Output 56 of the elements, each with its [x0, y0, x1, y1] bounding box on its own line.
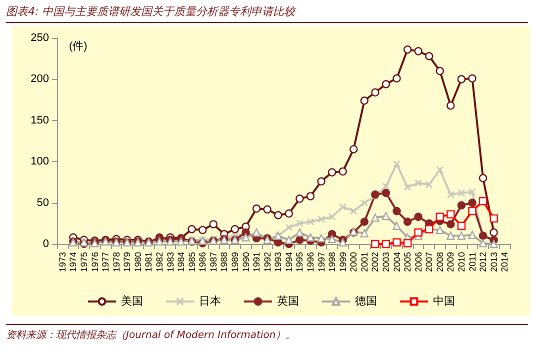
- x-tick-label: 1981: [144, 252, 154, 272]
- x-tick-label: 2013: [488, 252, 499, 272]
- legend-label: 日本: [199, 294, 221, 308]
- y-tick-label: 0: [42, 238, 49, 250]
- x-tick-label: 1997: [316, 252, 326, 272]
- legend-label: 美国: [121, 294, 143, 308]
- x-tick-label: 1979: [122, 252, 132, 272]
- legend-label: 德国: [355, 296, 377, 308]
- x-tick-label: 1998: [327, 252, 338, 272]
- x-tick-label: 2001: [359, 252, 370, 272]
- x-tick-label: 1973: [57, 252, 68, 272]
- x-tick-label: 2003: [380, 252, 391, 272]
- x-tick-label: 2010: [456, 252, 466, 272]
- x-tick-label: 2004: [392, 252, 402, 272]
- x-tick-label: 1994: [284, 252, 294, 272]
- chart-title: 图表4: 中国与主要质谱研发国关于质量分析器专利申请比较: [6, 4, 528, 23]
- y-tick-label: 150: [30, 114, 49, 126]
- x-tick-label: 2012: [478, 252, 488, 272]
- x-tick-label: 1980: [132, 252, 143, 272]
- x-tick-label: 2007: [424, 252, 434, 272]
- x-tick-label: 2014: [500, 252, 510, 272]
- x-tick-label: 2011: [467, 252, 478, 272]
- x-tick-label: 2005: [402, 252, 413, 272]
- x-tick-label: 1974: [68, 252, 78, 272]
- x-tick-label: 1983: [165, 252, 176, 272]
- x-tick-label: 1999: [338, 252, 348, 272]
- x-tick-label: 1975: [78, 252, 89, 272]
- x-tick-label: 1978: [111, 252, 122, 272]
- legend-label: 英国: [277, 294, 299, 308]
- x-tick-label: 2009: [446, 252, 456, 272]
- text: 资料来源：现代情报杂志（Journal of Modern Information）。: [6, 324, 528, 342]
- y-tick-label: 200: [30, 73, 49, 86]
- x-tick-label: 1996: [305, 252, 316, 272]
- x-tick-label: 1977: [100, 252, 111, 272]
- y-tick-label: 250: [30, 32, 49, 44]
- x-tick-label: 1992: [262, 252, 272, 272]
- x-tick-label: 1989: [230, 252, 240, 272]
- x-tick-label: 2002: [370, 252, 380, 272]
- y-axis-title: (件): [69, 40, 88, 52]
- x-tick-label: 1988: [219, 252, 230, 272]
- x-tick-label: 1976: [90, 252, 100, 272]
- legend-label: 中国: [433, 294, 455, 308]
- x-tick-label: 2000: [348, 252, 359, 272]
- x-tick-label: 1987: [208, 252, 218, 272]
- x-tick-label: 1993: [273, 252, 284, 272]
- x-tick-label: 1986: [198, 252, 208, 272]
- x-tick-label: 1982: [154, 252, 164, 272]
- x-tick-label: 2008: [434, 252, 445, 272]
- x-tick-label: 1985: [186, 252, 197, 272]
- x-tick-label: 1984: [176, 252, 186, 272]
- y-tick-label: 100: [30, 156, 49, 168]
- x-tick-label: 1995: [294, 252, 305, 272]
- x-tick-label: 1990: [240, 252, 251, 272]
- x-tick-label: 2006: [413, 252, 424, 272]
- y-tick-label: 50: [36, 196, 49, 209]
- x-tick-label: 1991: [252, 252, 262, 272]
